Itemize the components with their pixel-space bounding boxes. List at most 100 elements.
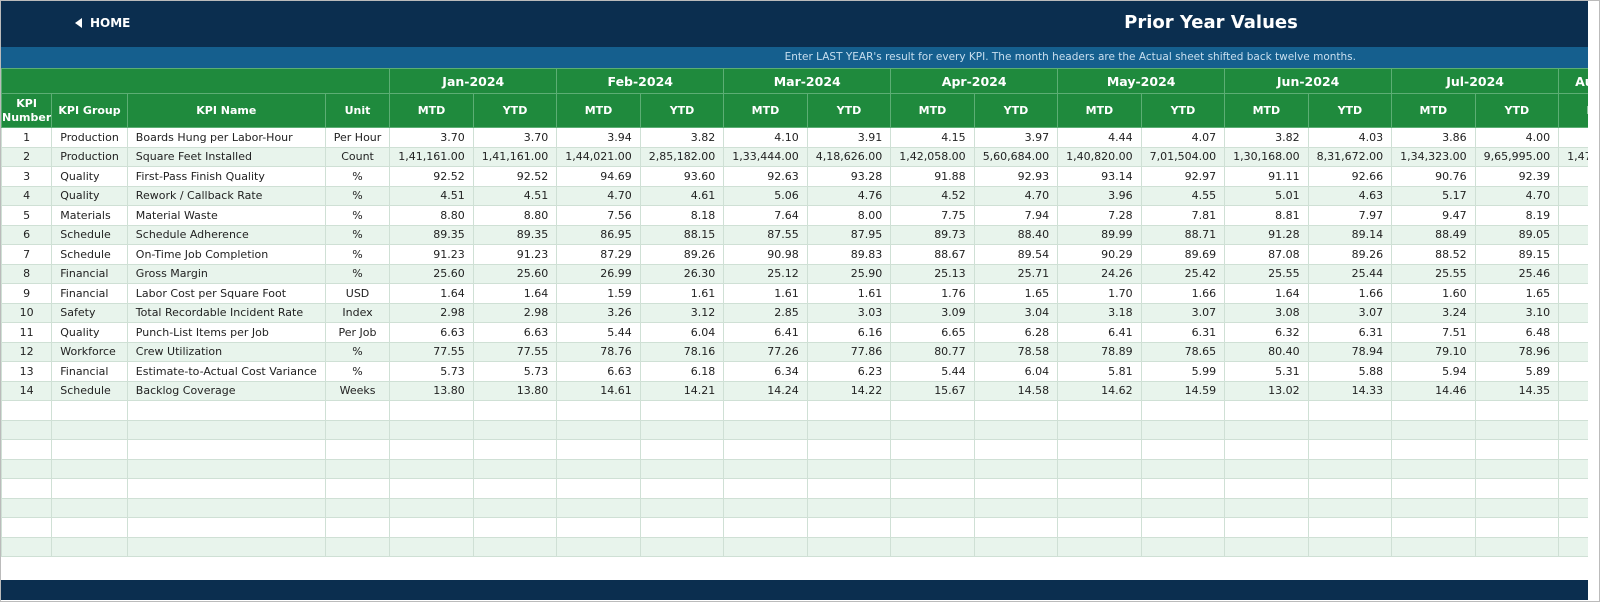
cell: 5.94 (1391, 361, 1476, 382)
empty-cell (806, 536, 892, 557)
cell: Index (324, 302, 391, 323)
empty-cell (1224, 536, 1309, 557)
empty-cell (556, 517, 641, 538)
table-row: 6 Schedule Schedule Adherence% 89.35 89.35 86… (1, 224, 1588, 245)
empty-cell (806, 497, 892, 518)
cell: 9.47 (1391, 205, 1476, 226)
empty-cell (1224, 419, 1309, 440)
empty-cell (1474, 478, 1560, 499)
cell: 4 (1, 185, 53, 206)
empty-cell (1, 478, 53, 499)
empty-cell (723, 439, 808, 460)
cell: 6.00 (1558, 361, 1588, 382)
cell: 1.61 (639, 283, 725, 304)
empty-cell (890, 517, 975, 538)
cell: 14.22 (806, 380, 892, 401)
sub-header: YTD (973, 93, 1059, 128)
empty-cell (1, 536, 53, 557)
cell: 7.56 (556, 205, 641, 226)
sub-header: YTD (1140, 93, 1226, 128)
cell: 90.76 (1391, 166, 1476, 187)
home-button[interactable]: HOME (75, 16, 130, 30)
cell: 79.10 (1391, 341, 1476, 362)
cell: First-Pass Finish Quality (126, 166, 326, 187)
empty-cell (723, 517, 808, 538)
empty-row (1, 497, 1588, 518)
cell: 2.62 (1558, 302, 1588, 323)
cell: 7,01,504.00 (1140, 146, 1226, 167)
empty-cell (389, 400, 474, 421)
cell: 1.70 (1057, 283, 1142, 304)
cell: 5.17 (1391, 185, 1476, 206)
empty-cell (1057, 419, 1142, 440)
cell: 7.64 (723, 205, 808, 226)
cell: 3.26 (556, 302, 641, 323)
empty-cell (556, 478, 641, 499)
cell: 13.42 (1558, 380, 1588, 401)
empty-cell (324, 517, 391, 538)
cell: 3.08 (1224, 302, 1309, 323)
cell: Count (324, 146, 391, 167)
cell: 1 (1, 127, 53, 148)
empty-cell (973, 478, 1059, 499)
empty-cell (1, 458, 53, 479)
cell: 25.12 (723, 263, 808, 284)
table-row: 9 Financial Labor Cost per Square Foot USD 1… (1, 283, 1588, 304)
cell: 4.44 (1057, 127, 1142, 148)
cell: 89.83 (806, 244, 892, 265)
cell: 80.40 (1224, 341, 1309, 362)
cell: 1.76 (890, 283, 975, 304)
cell: 6.04 (973, 361, 1059, 382)
cell: 8 (1, 263, 53, 284)
cell: 25.55 (1224, 263, 1309, 284)
cell: 2.98 (389, 302, 474, 323)
empty-cell (723, 458, 808, 479)
cell: 8.00 (806, 205, 892, 226)
empty-cell (51, 439, 128, 460)
cell: 12 (1, 341, 53, 362)
cell: 1.64 (1224, 283, 1309, 304)
cell: 7.97 (1307, 205, 1393, 226)
cell: 88.96 (1558, 244, 1588, 265)
empty-cell (126, 478, 326, 499)
cell: 1,42,058.00 (890, 146, 975, 167)
empty-cell (1140, 400, 1226, 421)
home-label[interactable]: HOME (90, 16, 131, 30)
empty-cell (126, 497, 326, 518)
cell: 3.18 (1057, 302, 1142, 323)
empty-cell (1558, 536, 1588, 557)
cell: 88.52 (1391, 244, 1476, 265)
cell: 5.81 (1057, 361, 1142, 382)
empty-cell (1057, 400, 1142, 421)
cell: % (324, 205, 391, 226)
cell: 6.48 (1474, 322, 1560, 343)
empty-cell (472, 400, 558, 421)
empty-cell (973, 497, 1059, 518)
cell: 4.15 (890, 127, 975, 148)
cell: 77.86 (806, 341, 892, 362)
cell: 80.77 (890, 341, 975, 362)
empty-row (1, 400, 1588, 421)
cell: 77.55 (472, 341, 558, 362)
empty-row (1, 419, 1588, 440)
empty-cell (723, 478, 808, 499)
cell: 86.95 (556, 224, 641, 245)
sub-header: MTD (723, 93, 808, 128)
sub-header: YTD (1307, 93, 1393, 128)
cell: 3.97 (973, 127, 1059, 148)
empty-cell (389, 439, 474, 460)
cell: 87.95 (806, 224, 892, 245)
empty-cell (126, 536, 326, 557)
cell: Materials (51, 205, 128, 226)
empty-cell (1307, 478, 1393, 499)
empty-cell (1391, 536, 1476, 557)
empty-cell (1057, 497, 1142, 518)
cell: 15.67 (890, 380, 975, 401)
empty-cell (1474, 439, 1560, 460)
empty-row (1, 478, 1588, 499)
cell: 8.19 (1558, 205, 1588, 226)
empty-cell (1224, 400, 1309, 421)
cell: 4.26 (1558, 185, 1588, 206)
cell: 78.94 (1307, 341, 1393, 362)
table-row: 5 Materials Material Waste% 8.80 8.80 7.56 8.1… (1, 205, 1588, 226)
